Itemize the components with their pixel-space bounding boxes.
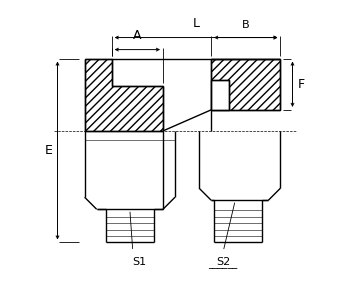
Polygon shape xyxy=(211,80,229,110)
Text: E: E xyxy=(44,144,52,157)
Text: B: B xyxy=(242,20,250,30)
Text: S2: S2 xyxy=(216,257,230,268)
Text: S1: S1 xyxy=(132,257,146,268)
Polygon shape xyxy=(85,59,163,131)
Polygon shape xyxy=(211,59,280,110)
Text: L: L xyxy=(193,17,200,30)
Text: A: A xyxy=(133,29,142,42)
Text: F: F xyxy=(298,78,305,91)
Text: ______: ______ xyxy=(209,259,238,269)
